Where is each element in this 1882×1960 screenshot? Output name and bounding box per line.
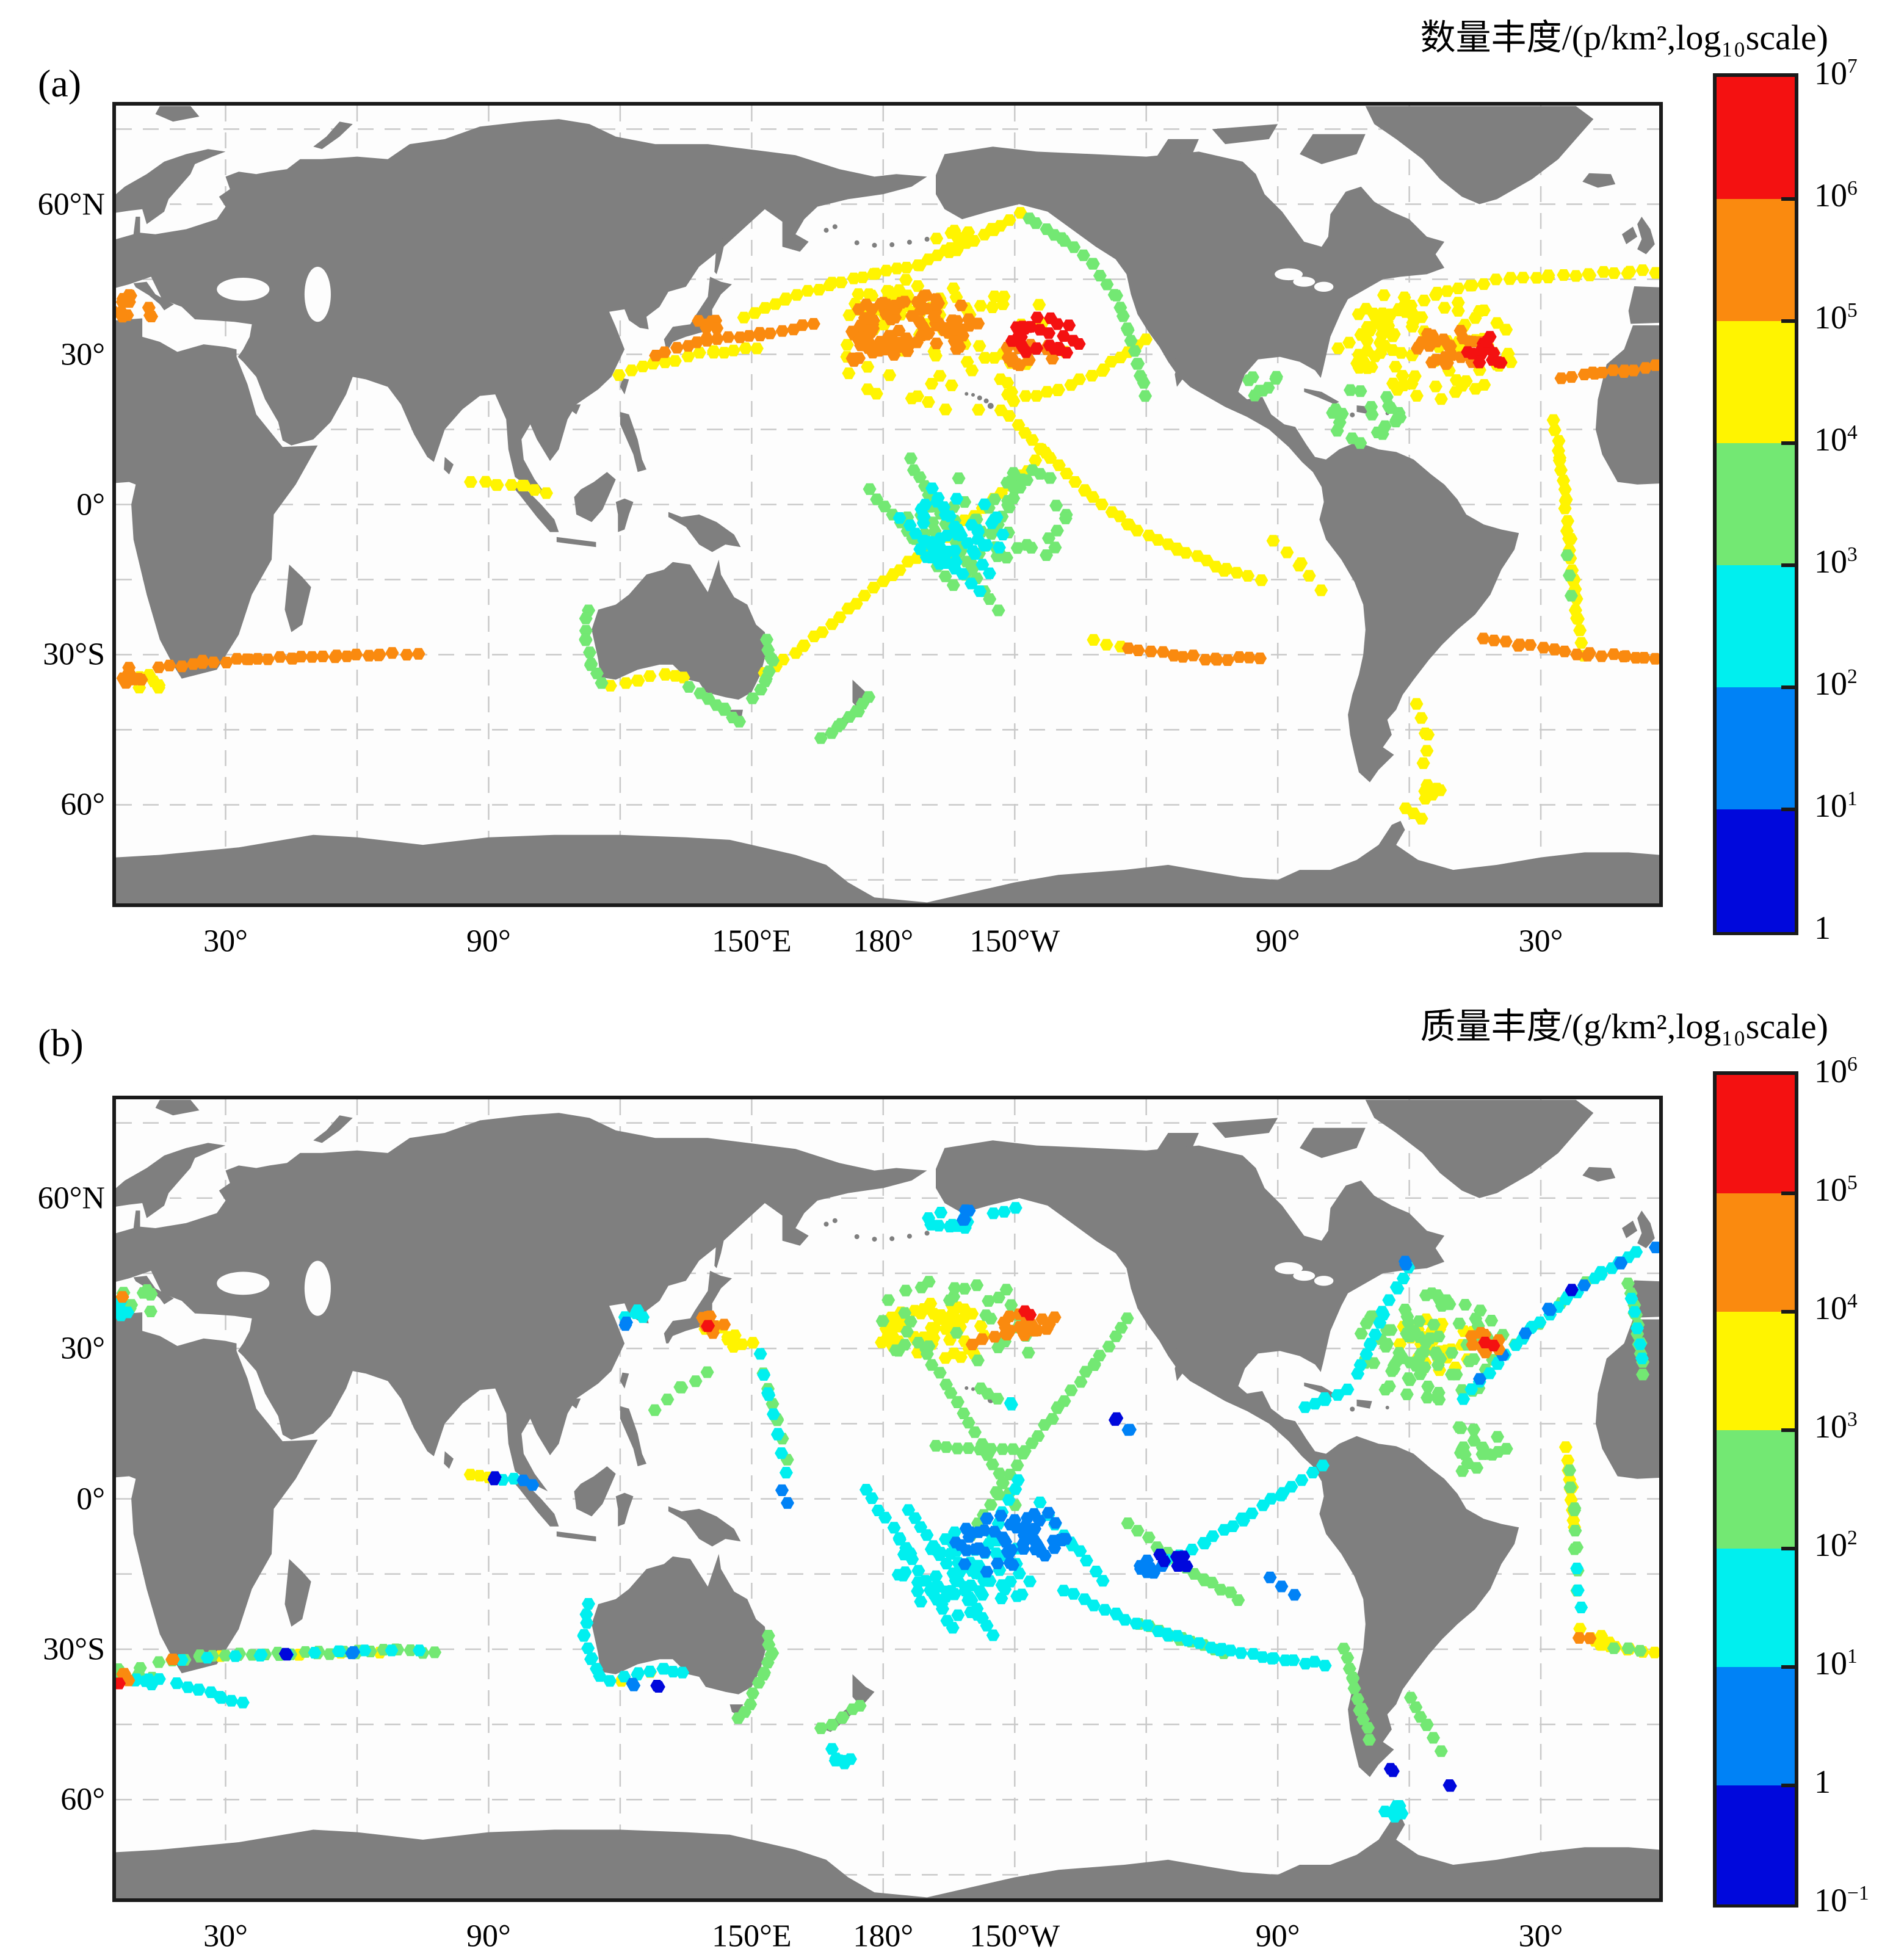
- panel-b-title: 质量丰度/(g/km²,log₁₀scale): [1420, 1007, 1828, 1046]
- colorbar-segment: [1717, 321, 1795, 444]
- colorbar-label: 107: [1814, 55, 1858, 92]
- colorbar-label: 105: [1814, 299, 1858, 336]
- colorbar-tick: [1781, 1428, 1795, 1432]
- x-tick-label-a: 90°: [1255, 924, 1300, 959]
- x-tick-label-b: 30°: [1518, 1918, 1563, 1954]
- x-tick-label-a: 30°: [1518, 924, 1563, 959]
- colorbar-segment: [1717, 687, 1795, 810]
- colorbar-label: 103: [1814, 543, 1858, 580]
- continents: [116, 1099, 1659, 1898]
- colorbar-segment: [1717, 77, 1795, 200]
- colorbar-label: 104: [1814, 1290, 1858, 1326]
- colorbar-tick: [1781, 441, 1795, 445]
- colorbar-tick: [1781, 685, 1795, 689]
- colorbar-segment: [1717, 199, 1795, 322]
- x-tick-label-b: 30°: [203, 1918, 248, 1954]
- scatter-level-3: [579, 212, 1578, 744]
- colorbar-tick: [1781, 1547, 1795, 1550]
- colorbar-segment: [1717, 1667, 1795, 1786]
- colorbar-tick: [1781, 808, 1795, 811]
- world-map-a: [116, 106, 1659, 903]
- x-tick-label-b: 180°: [853, 1918, 914, 1954]
- colorbar-label: 105: [1814, 1171, 1858, 1208]
- scatter-level-6: [116, 1305, 1500, 1690]
- colorbar-tick: [1781, 197, 1795, 201]
- colorbar-segment: [1717, 1312, 1795, 1431]
- colorbar-segment: [1717, 1193, 1795, 1312]
- lakes: [178, 1179, 1334, 1316]
- y-tick-label-b: 60°: [60, 1782, 105, 1817]
- world-map-b: [116, 1099, 1659, 1898]
- scatter-level-5: [116, 289, 1659, 689]
- colorbar-bar-a: [1713, 73, 1798, 935]
- scatter-level-6: [1005, 311, 1508, 369]
- colorbar-tick: [1781, 1192, 1795, 1195]
- colorbar-label: 102: [1814, 665, 1858, 702]
- y-tick-label-a: 30°S: [43, 637, 105, 672]
- x-tick-label-a: 30°: [203, 924, 248, 959]
- colorbar-label: 106: [1814, 177, 1858, 214]
- colorbar-segment: [1717, 809, 1795, 932]
- y-tick-label-a: 60°: [60, 787, 105, 822]
- colorbar-tick: [1781, 1784, 1795, 1787]
- y-tick-label-a: 30°: [60, 337, 105, 372]
- x-tick-label-a: 90°: [466, 924, 511, 959]
- colorbar-label: 1: [1814, 1763, 1831, 1800]
- colorbar-segment: [1717, 1785, 1795, 1904]
- colorbar-tick: [1781, 1310, 1795, 1314]
- lakes: [178, 186, 1334, 322]
- colorbar-label: 103: [1814, 1408, 1858, 1445]
- scatter-level-1: [345, 1204, 1659, 1691]
- colorbar-label: 101: [1814, 787, 1858, 824]
- scatter-level-0: [278, 1284, 1579, 1792]
- panel-b-label: (b): [38, 1021, 84, 1065]
- colorbar-segment: [1717, 1549, 1795, 1668]
- y-tick-label-b: 0°: [76, 1481, 105, 1516]
- colorbar-segment: [1717, 1075, 1795, 1194]
- colorbar-label: 106: [1814, 1053, 1858, 1090]
- colorbar-label: 10−1: [1814, 1882, 1869, 1918]
- colorbar-label: 104: [1814, 421, 1858, 458]
- colorbar-bar-b: [1713, 1071, 1798, 1908]
- x-tick-label-a: 150°E: [712, 924, 792, 959]
- x-tick-label-a: 150°W: [969, 924, 1060, 959]
- colorbar-tick: [1781, 563, 1795, 567]
- y-tick-label-b: 30°: [60, 1331, 105, 1366]
- x-tick-label-b: 150°E: [712, 1918, 792, 1954]
- colorbar-segment: [1717, 1430, 1795, 1549]
- colorbar-tick: [1781, 1665, 1795, 1669]
- panel-a-title: 数量丰度/(p/km²,log₁₀scale): [1420, 18, 1828, 57]
- panel-a-label: (a): [38, 62, 82, 105]
- x-tick-label-b: 90°: [1255, 1918, 1300, 1954]
- x-tick-label-b: 150°W: [969, 1918, 1060, 1954]
- colorbar-segment: [1717, 443, 1795, 566]
- x-tick-label-a: 180°: [853, 924, 914, 959]
- colorbar-tick: [1781, 319, 1795, 323]
- y-tick-label-b: 30°S: [43, 1632, 105, 1667]
- y-tick-label-a: 0°: [76, 487, 105, 522]
- colorbar-segment: [1717, 565, 1795, 688]
- y-tick-label-b: 60°N: [37, 1181, 105, 1216]
- colorbar-label: 101: [1814, 1645, 1858, 1682]
- colorbar-label: 1: [1814, 909, 1831, 946]
- y-tick-label-a: 60°N: [37, 187, 105, 222]
- scatter-level-2: [892, 482, 1010, 597]
- colorbar-label: 102: [1814, 1527, 1858, 1563]
- x-tick-label-b: 90°: [466, 1918, 511, 1954]
